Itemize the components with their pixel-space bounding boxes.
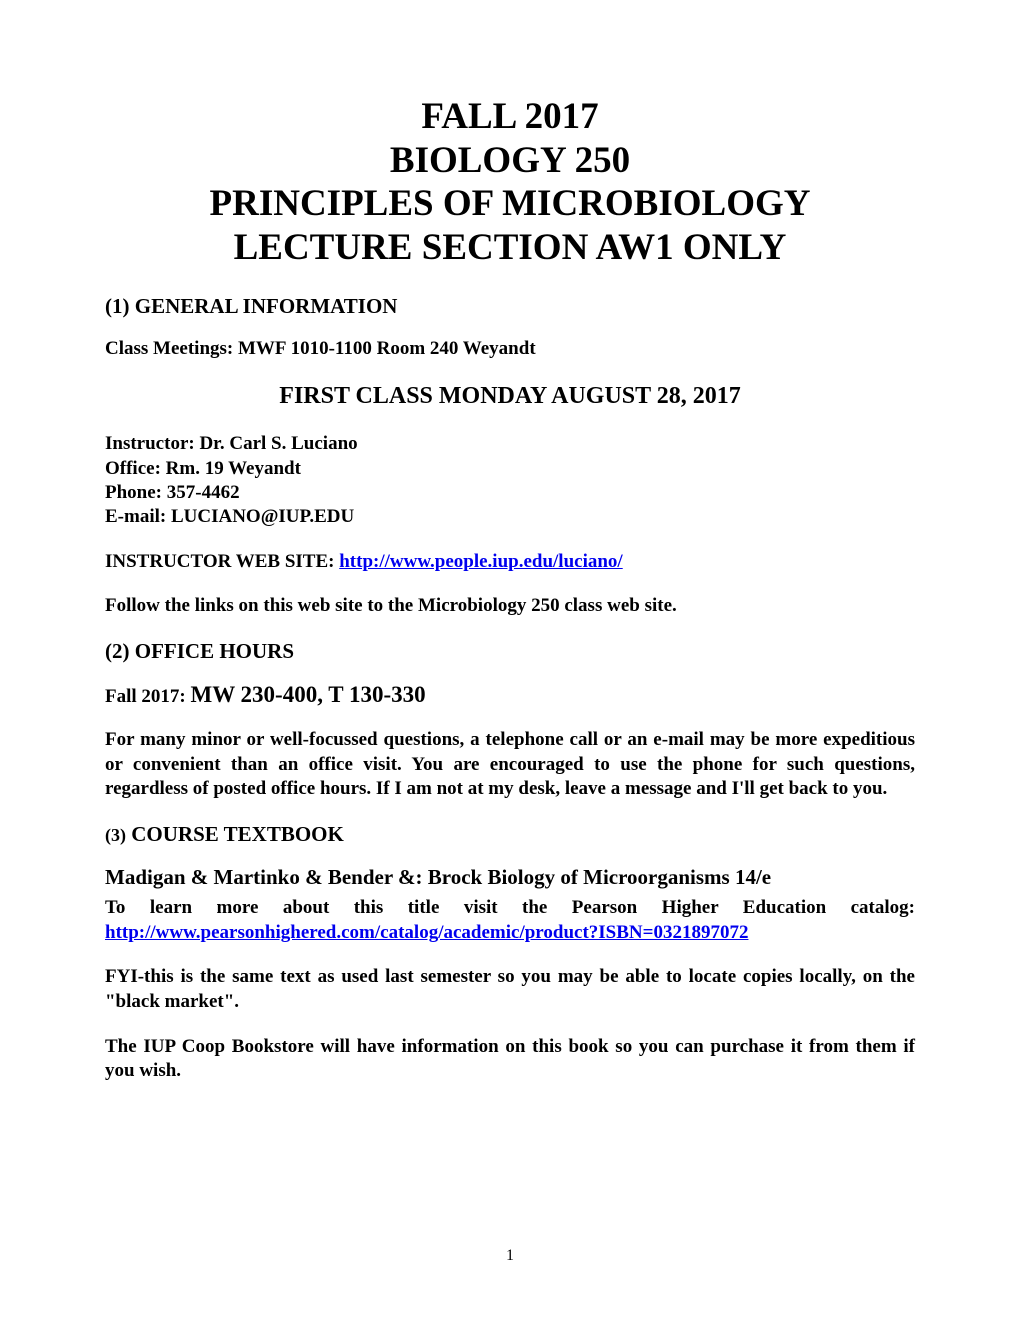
website-label: INSTRUCTOR WEB SITE:: [105, 551, 339, 572]
first-class-date: FIRST CLASS MONDAY AUGUST 28, 2017: [105, 383, 915, 410]
instructor-email: E-mail: LUCIANO@IUP.EDU: [105, 505, 915, 529]
instructor-info-block: Instructor: Dr. Carl S. Luciano Office: …: [105, 432, 915, 529]
section-1-heading: (1) GENERAL INFORMATION: [105, 294, 915, 319]
pearson-catalog-link[interactable]: http://www.pearsonhighered.com/catalog/a…: [105, 922, 748, 943]
section-3-number: (3): [105, 825, 126, 845]
office-hours-times: MW 230-400, T 130-330: [191, 682, 426, 707]
instructor-office: Office: Rm. 19 Weyandt: [105, 457, 915, 481]
section-3-title: COURSE TEXTBOOK: [126, 822, 344, 846]
office-hours-line: Fall 2017: MW 230-400, T 130-330: [105, 682, 915, 708]
title-line-1: FALL 2017: [105, 95, 915, 139]
textbook-title: Madigan & Martinko & Bender &: Brock Bio…: [105, 865, 915, 890]
catalog-link-line: http://www.pearsonhighered.com/catalog/a…: [105, 921, 915, 946]
title-line-2: BIOLOGY 250: [105, 139, 915, 183]
instructor-website-link[interactable]: http://www.people.iup.edu/luciano/: [339, 551, 622, 572]
instructor-name: Instructor: Dr. Carl S. Luciano: [105, 432, 915, 456]
section-3-heading: (3) COURSE TEXTBOOK: [105, 822, 915, 847]
office-hours-paragraph: For many minor or well-focussed question…: [105, 728, 915, 802]
follow-links-text: Follow the links on this web site to the…: [105, 594, 915, 619]
fyi-paragraph: FYI-this is the same text as used last s…: [105, 965, 915, 1014]
title-line-3: PRINCIPLES OF MICROBIOLOGY: [105, 182, 915, 226]
office-hours-semester: Fall 2017:: [105, 686, 191, 707]
page-number: 1: [0, 1247, 1020, 1265]
document-title-block: FALL 2017 BIOLOGY 250 PRINCIPLES OF MICR…: [105, 95, 915, 270]
document-page: FALL 2017 BIOLOGY 250 PRINCIPLES OF MICR…: [0, 0, 1020, 1320]
instructor-phone: Phone: 357-4462: [105, 481, 915, 505]
coop-paragraph: The IUP Coop Bookstore will have informa…: [105, 1035, 915, 1084]
instructor-website-line: INSTRUCTOR WEB SITE: http://www.people.i…: [105, 550, 915, 575]
learn-more-text: To learn more about this title visit the…: [105, 897, 915, 918]
title-line-4: LECTURE SECTION AW1 ONLY: [105, 226, 915, 270]
class-meetings: Class Meetings: MWF 1010-1100 Room 240 W…: [105, 337, 915, 362]
textbook-learn-more: To learn more about this title visit the…: [105, 896, 915, 921]
section-2-heading: (2) OFFICE HOURS: [105, 639, 915, 664]
